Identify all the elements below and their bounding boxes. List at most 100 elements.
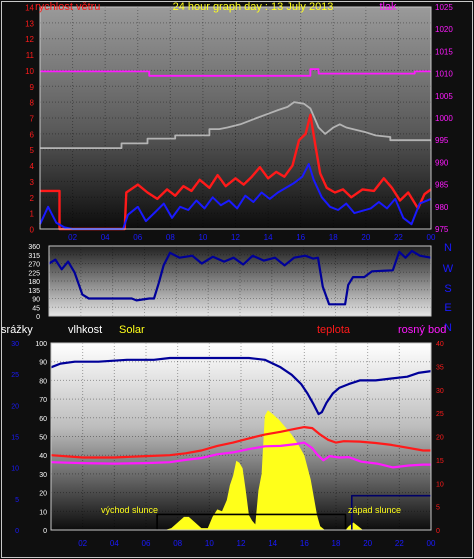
rain-tick-label: 20 <box>11 403 19 410</box>
humidity-line <box>50 356 432 416</box>
compass-letter: W <box>443 263 454 275</box>
humidity-label: vlhkost <box>68 324 102 336</box>
direction-tick-label: 45 <box>32 305 40 312</box>
wind-hour-tick-label: 02 <box>68 233 77 242</box>
temperature-plot-border <box>50 342 432 531</box>
temperature-hour-tick-label: 12 <box>237 539 246 548</box>
wind-hour-tick-label: 12 <box>231 233 240 242</box>
temperature-hour-tick-label: 16 <box>300 539 309 548</box>
wind-series-line-blue <box>39 163 432 230</box>
wind-hour-axis: 02 04 06 08 10 12 14 16 18 20 22 00 <box>68 233 436 242</box>
wind-speed-tick-label: 4 <box>30 162 35 171</box>
humidity-tick-label: 100 <box>35 341 47 348</box>
rain-step-line-navy <box>351 494 431 530</box>
wind-speed-tick-label: 11 <box>26 51 35 60</box>
direction-plot-border <box>48 245 432 317</box>
temperature-tick-label: 5 <box>436 505 440 512</box>
humidity-tick-label: 30 <box>39 472 47 479</box>
wind-speed-tick-label: 2 <box>30 194 35 203</box>
humidity-tick-label: 0 <box>43 528 47 535</box>
temperature-hour-tick-label: 18 <box>332 539 341 548</box>
temperature-hour-tick-label: 14 <box>268 539 277 548</box>
temperature-hour-tick-label: 20 <box>363 539 372 548</box>
humidity-axis: 0 10 20 30 40 50 60 70 80 90 100 <box>35 341 47 535</box>
temperature-hour-tick-label: 22 <box>395 539 404 548</box>
wind-speed-tick-label: 3 <box>30 178 35 187</box>
temperature-tick-label: 25 <box>436 411 444 418</box>
temperature-line-red <box>50 426 431 459</box>
temperature-label: teplota <box>317 324 351 336</box>
humidity-tick-label: 60 <box>39 416 47 423</box>
wind-series-group <box>39 68 432 231</box>
wind-series-line-red <box>40 113 432 231</box>
wind-hour-tick-label: 14 <box>264 233 273 242</box>
temperature-panel: 0 5 10 15 20 25 30 0 10 20 30 40 50 60 70 80 90 100 0 5 10… <box>1 324 446 548</box>
rain-label: srážky <box>1 324 33 336</box>
rain-step-line-black <box>156 513 347 530</box>
wind-speed-tick-label: 1 <box>30 210 35 219</box>
chart-title: 24 hour graph day : 13 July 2013 <box>173 1 334 13</box>
pressure-tick-label: 1020 <box>435 25 453 34</box>
humidity-tick-label: 40 <box>39 453 47 460</box>
pressure-tick-label: 1005 <box>435 92 453 101</box>
temperature-hour-tick-label: 08 <box>173 539 182 548</box>
temperature-tick-label: 10 <box>436 481 444 488</box>
sunrise-label: východ slunce <box>101 505 158 515</box>
compass-letter: S <box>444 283 451 295</box>
sunset-label: západ slunce <box>348 505 401 515</box>
wind-plot-border <box>39 6 432 230</box>
wind-hour-tick-label: 10 <box>198 233 207 242</box>
wind-hour-tick-label: 20 <box>361 233 370 242</box>
solar-label: Solar <box>119 324 145 336</box>
wind-hour-tick-label: 06 <box>133 233 142 242</box>
direction-tick-label: 90 <box>32 297 40 304</box>
temperature-tick-label: 35 <box>436 364 444 371</box>
humidity-tick-label: 50 <box>39 435 47 442</box>
rain-tick-label: 15 <box>11 435 19 442</box>
direction-tick-label: 315 <box>28 253 40 260</box>
temperature-hour-tick-label: 10 <box>205 539 214 548</box>
compass-letter: N <box>444 322 452 334</box>
wind-speed-tick-label: 7 <box>30 115 35 124</box>
direction-tick-label: 0 <box>36 314 40 321</box>
pressure-tick-label: 985 <box>435 181 449 190</box>
wind-speed-tick-label: 5 <box>30 146 35 155</box>
pressure-tick-label: 980 <box>435 203 449 212</box>
rain-axis: 0 5 10 15 20 25 30 <box>11 341 19 535</box>
wind-speed-tick-label: 10 <box>25 67 34 76</box>
pressure-tick-label: 975 <box>435 225 449 234</box>
temperature-line-magenta <box>50 441 431 469</box>
compass-letter: E <box>444 302 451 314</box>
humidity-tick-label: 70 <box>39 397 47 404</box>
wind-hour-tick-label: 22 <box>394 233 403 242</box>
temperature-tick-label: 0 <box>436 528 440 535</box>
dew-point-label: rosný bod <box>398 324 446 336</box>
pressure-tick-label: 1010 <box>435 70 453 79</box>
temperature-hour-tick-label: 02 <box>78 539 87 548</box>
rain-tick-label: 10 <box>11 466 19 473</box>
rain-tick-label: 0 <box>15 528 19 535</box>
temperature-series-group <box>50 356 432 530</box>
wind-speed-tick-label: 0 <box>30 226 35 235</box>
humidity-tick-label: 10 <box>39 509 47 516</box>
temperature-hour-axis: 02 04 06 08 10 12 14 16 18 20 22 00 <box>78 539 436 548</box>
direction-series-group <box>48 249 432 306</box>
pressure-tick-label: 1000 <box>435 114 453 123</box>
wind-hour-tick-label: 00 <box>427 233 436 242</box>
wind-hour-tick-label: 04 <box>101 233 110 242</box>
pressure-axis: 975 980 985 990 995 1000 1005 1010 1015 1020 1025 <box>435 3 453 234</box>
direction-tick-label: 225 <box>28 270 40 277</box>
temperature-tick-label: 30 <box>436 388 444 395</box>
wind-series-line-grey <box>40 101 431 149</box>
wind-speed-tick-label: 12 <box>25 35 34 44</box>
compass-letter: N <box>444 242 452 254</box>
temperature-tick-label: 20 <box>436 435 444 442</box>
temperature-tick-label: 15 <box>436 458 444 465</box>
